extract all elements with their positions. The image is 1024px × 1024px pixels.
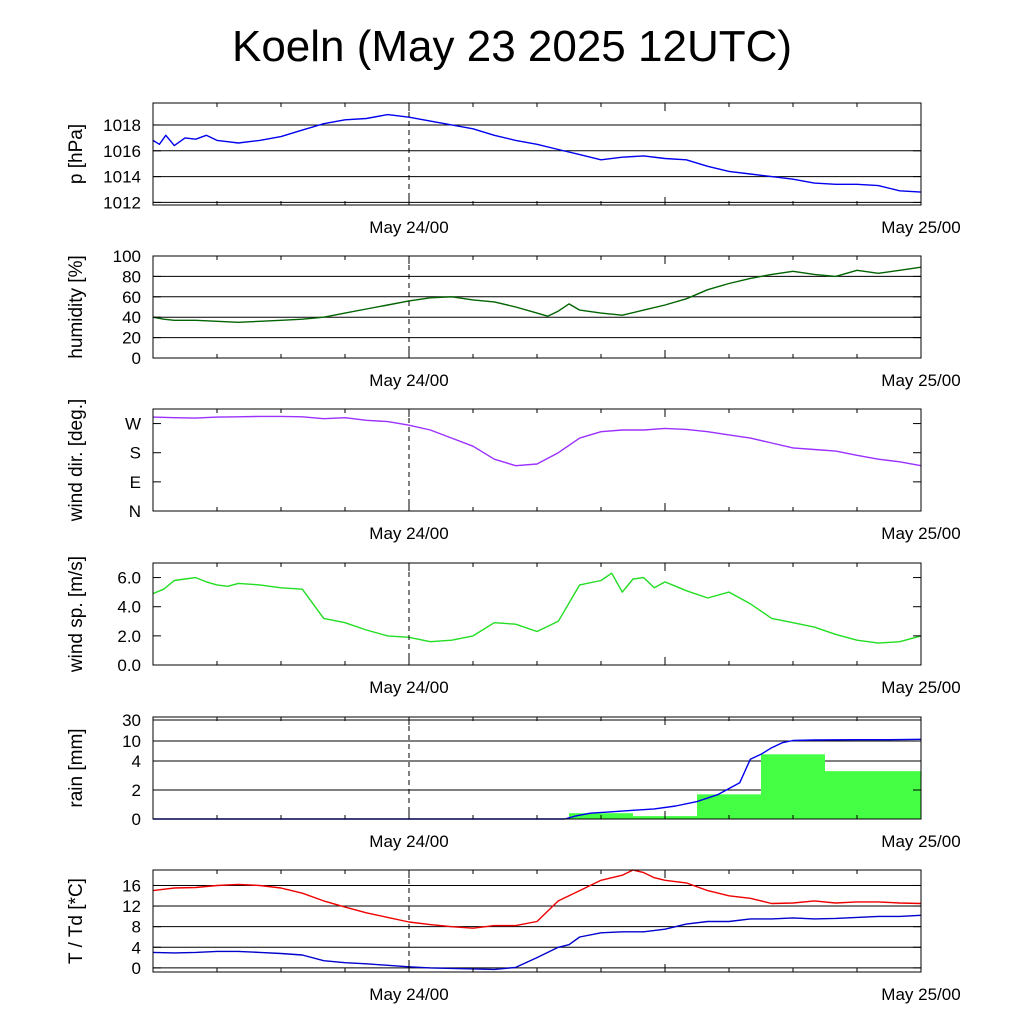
panel-2-xtick-label: May 24/00 — [369, 371, 448, 390]
panel-2-ytick-label: 60 — [122, 288, 141, 307]
rain-bar-4 — [761, 754, 825, 819]
panel-6-series-t-line — [152, 869, 922, 929]
panel-5-series-1-line — [153, 738, 922, 820]
panel-5-ytick-label: 0 — [132, 810, 141, 829]
panel-6-xtick-label: May 25/00 — [881, 985, 960, 1004]
panel-6-ylabel: T / Td [*C] — [66, 878, 87, 964]
rain-bar-5 — [825, 771, 921, 819]
panel-3-ylabel: wind dir. [deg.] — [66, 399, 87, 523]
panel-2-series-1-line — [152, 266, 922, 323]
panel-6-ytick-label: 0 — [132, 959, 141, 978]
panel-1-ytick-label: 1018 — [103, 116, 141, 135]
panel-6-ytick-label: 16 — [122, 876, 141, 895]
panel-1-series-1-line — [152, 113, 922, 193]
panel-4-frame — [152, 562, 922, 666]
panel-2-frame — [152, 255, 922, 359]
chart-title: Koeln (May 23 2025 12UTC) — [231, 22, 793, 71]
panel-6-xtick-label: May 24/00 — [369, 985, 448, 1004]
panel-4-ytick-label: 6.0 — [117, 569, 141, 588]
panel-3-ytick-label: W — [125, 415, 141, 434]
panel-6-ytick-label: 12 — [122, 897, 141, 916]
panel-4-xtick-label: May 24/00 — [369, 678, 448, 697]
panel-5-ytick-label: 30 — [122, 711, 141, 730]
panel-6-ytick-label: 4 — [132, 938, 141, 957]
panel-2-ytick-label: 40 — [122, 308, 141, 327]
panel-3-ytick-label: E — [130, 473, 141, 492]
panel-5-xtick-label: May 25/00 — [881, 832, 960, 851]
panel-2-ylabel: humidity [%] — [66, 255, 87, 358]
panel-3-xtick-label: May 25/00 — [881, 524, 960, 543]
panel-6-ytick-label: 8 — [132, 918, 141, 937]
panel-5-xtick-label: May 24/00 — [369, 832, 448, 851]
panel-2-ytick-label: 100 — [113, 247, 141, 266]
panel-5-ytick-label: 2 — [132, 781, 141, 800]
panel-2-xtick-label: May 25/00 — [881, 371, 960, 390]
panel-2-ytick-label: 80 — [122, 267, 141, 286]
panel-3-ytick-label: N — [129, 502, 141, 521]
panel-1-frame — [152, 102, 922, 206]
panel-3-frame — [152, 408, 922, 512]
panel-3-series-1-line — [152, 415, 922, 467]
panel-5-ytick-label: 4 — [132, 752, 141, 771]
panel-1-ytick-label: 1012 — [103, 193, 141, 212]
panel-4-xtick-label: May 25/00 — [881, 678, 960, 697]
panel-4-series-1-line — [152, 572, 922, 644]
panel-1-ytick-label: 1016 — [103, 142, 141, 161]
panel-1-ytick-label: 1014 — [103, 168, 141, 187]
panel-4-ytick-label: 2.0 — [117, 627, 141, 646]
panel-3-ytick-label: S — [130, 444, 141, 463]
panel-1-xtick-label: May 25/00 — [881, 218, 960, 237]
panel-4-ytick-label: 0.0 — [117, 656, 141, 675]
panel-6-series-td-line — [152, 914, 922, 971]
panel-1-xtick-label: May 24/00 — [369, 218, 448, 237]
panel-2-ytick-label: 0 — [132, 349, 141, 368]
panel-3-xtick-label: May 24/00 — [369, 524, 448, 543]
panel-2-ytick-label: 20 — [122, 329, 141, 348]
panel-4-ylabel: wind sp. [m/s] — [66, 556, 87, 673]
panel-1-ylabel: p [hPa] — [66, 124, 87, 184]
panel-5-ylabel: rain [mm] — [66, 728, 87, 807]
panel-5-ytick-label: 10 — [122, 732, 141, 751]
panel-4-ytick-label: 4.0 — [117, 598, 141, 617]
